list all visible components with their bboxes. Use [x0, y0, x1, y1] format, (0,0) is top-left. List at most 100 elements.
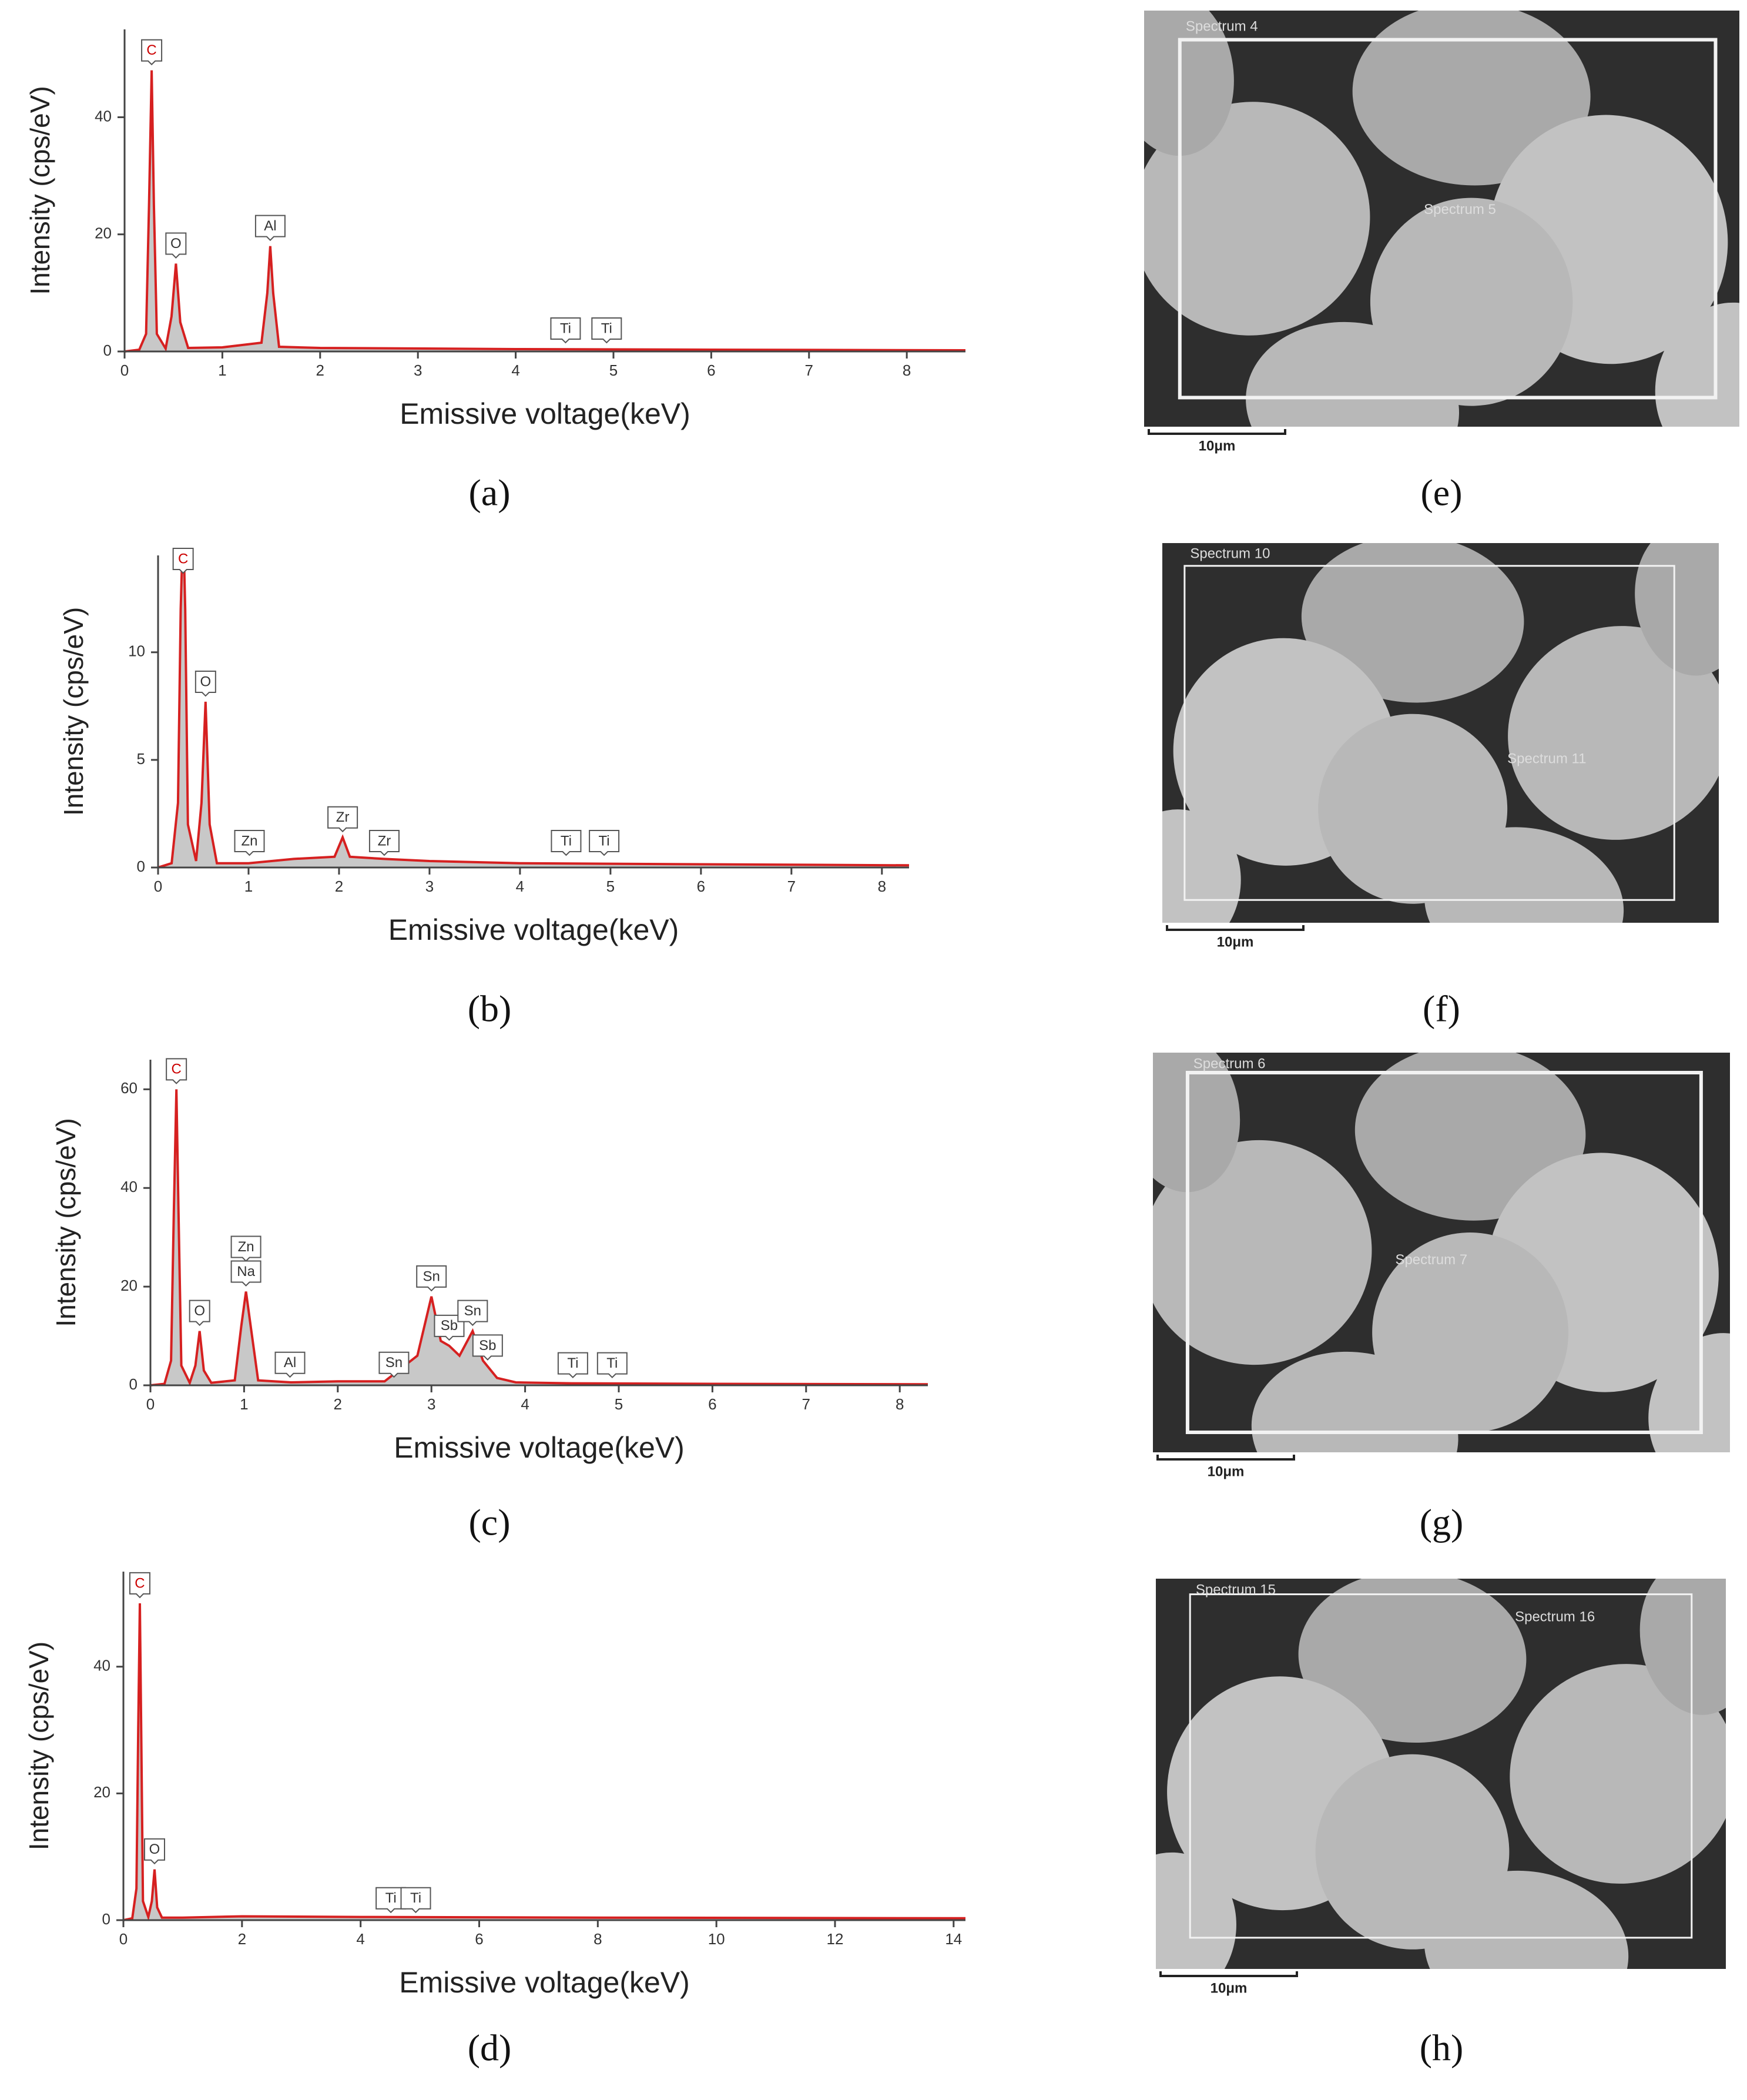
x-tick-label: 4	[511, 361, 519, 379]
spectrum-line	[123, 1603, 965, 1921]
peak-marker	[327, 806, 358, 833]
x-tick-label: 3	[414, 361, 422, 379]
peak-marker	[254, 215, 286, 242]
x-tick-label: 6	[475, 1930, 483, 1948]
x-tick-label: 8	[593, 1930, 602, 1948]
peak-label: Zr	[336, 809, 350, 825]
peak-marker	[457, 1299, 488, 1327]
x-tick-label: 4	[356, 1930, 364, 1948]
y-tick-label: 40	[95, 107, 112, 125]
spectrum-fill	[125, 70, 965, 351]
scale-bar	[1148, 429, 1286, 435]
scale-bar	[1156, 1455, 1295, 1461]
peak-label: C	[135, 1575, 145, 1591]
peak-label: O	[200, 674, 212, 689]
peak-label: Zn	[242, 833, 258, 849]
y-tick-label: 20	[93, 1783, 110, 1801]
particle	[1298, 1579, 1527, 1743]
caption: (b)	[468, 988, 512, 1030]
peak-marker	[189, 1299, 210, 1327]
peak-label: Sb	[479, 1338, 496, 1354]
spectrum-frame	[1178, 38, 1718, 400]
peak-marker	[472, 1334, 503, 1361]
spectrum-fill	[158, 555, 909, 868]
x-tick-label: 1	[240, 1395, 248, 1413]
x-tick-label: 3	[427, 1395, 435, 1413]
y-axis-label: Intensity (cps/eV)	[25, 86, 55, 294]
y-tick-label: 60	[120, 1079, 138, 1097]
spectrum-label: Spectrum 7	[1395, 1252, 1467, 1268]
peak-label: Ti	[567, 1355, 578, 1371]
particle	[1156, 1852, 1236, 1969]
y-axis-label: Intensity (cps/eV)	[24, 1642, 54, 1850]
particle	[1648, 1333, 1730, 1452]
particle	[1318, 714, 1508, 904]
scale-bar-label: 10μm	[1199, 438, 1236, 454]
particle	[1301, 543, 1524, 703]
spectrum-label: Spectrum 4	[1186, 19, 1258, 35]
spectrum-label: Spectrum 11	[1507, 751, 1586, 767]
x-tick-label: 8	[896, 1395, 904, 1413]
spectrum-label: Spectrum 6	[1193, 1056, 1266, 1072]
particle	[1162, 809, 1241, 923]
particle	[1153, 1140, 1372, 1365]
peak-label: O	[194, 1303, 205, 1319]
y-tick-label: 0	[102, 1910, 110, 1928]
x-tick-label: 1	[218, 361, 226, 379]
particles	[1156, 1579, 1726, 1969]
peak-label: Zr	[378, 833, 391, 849]
y-tick-label: 0	[103, 341, 112, 359]
peak-marker	[143, 1838, 165, 1865]
peak-marker	[400, 1887, 431, 1914]
peak-marker	[591, 317, 622, 344]
peak-label: Sn	[464, 1303, 481, 1319]
peak-marker	[368, 830, 400, 856]
spectrum-fill	[150, 1089, 928, 1385]
x-tick-label: 7	[787, 877, 796, 895]
peak-label: O	[170, 236, 182, 252]
sem-image: Spectrum 4 Spectrum 5 10μm (e)	[1144, 11, 1739, 514]
spectrum-label: Spectrum 15	[1196, 1582, 1276, 1597]
caption: (e)	[1420, 472, 1462, 514]
x-tick-label: 5	[606, 877, 615, 895]
x-tick-label: 3	[425, 877, 434, 895]
x-tick-label: 7	[805, 361, 813, 379]
peak-marker	[129, 1572, 150, 1599]
x-tick-label: 0	[119, 1930, 128, 1948]
peak-label: Ti	[606, 1355, 618, 1371]
spectrum-fill	[123, 1603, 965, 1920]
scale-bar	[1159, 1971, 1298, 1977]
peak-label: Sn	[385, 1355, 403, 1371]
peak-marker	[172, 548, 194, 574]
scale-bar-label: 10μm	[1211, 1980, 1248, 1996]
particle	[1372, 1232, 1569, 1432]
x-tick-label: 12	[827, 1930, 844, 1948]
peak-label: Ti	[385, 1890, 397, 1906]
peak-label: Al	[264, 218, 276, 234]
x-tick-label: 5	[609, 361, 618, 379]
spectrum-line	[150, 1089, 928, 1386]
y-tick-label: 5	[137, 750, 145, 768]
peak-marker	[557, 1352, 588, 1379]
x-axis-label: Emissive voltage(keV)	[388, 913, 679, 946]
x-tick-label: 0	[120, 361, 129, 379]
particle	[1510, 1664, 1726, 1884]
particle	[1315, 1754, 1510, 1950]
spectrum-line	[125, 70, 965, 353]
spectrum-label: Spectrum 5	[1424, 202, 1496, 217]
y-axis-label: Intensity (cps/eV)	[51, 1118, 81, 1327]
peak-label: Ti	[410, 1890, 421, 1906]
peak-marker	[141, 39, 163, 66]
sem-image: Spectrum 6 Spectrum 7 10μm (g)	[1153, 1053, 1730, 1543]
particle	[1635, 543, 1719, 676]
particle	[1144, 102, 1370, 336]
x-axis-label: Emissive voltage(keV)	[399, 1966, 690, 1999]
peak-label: C	[146, 42, 156, 58]
y-axis-label: Intensity (cps/eV)	[58, 607, 89, 816]
caption: (g)	[1420, 1502, 1464, 1543]
peak-label: Ti	[560, 320, 571, 336]
spectrum-frame	[1183, 565, 1675, 901]
y-tick-label: 20	[95, 225, 112, 242]
peak-marker	[230, 1235, 261, 1262]
